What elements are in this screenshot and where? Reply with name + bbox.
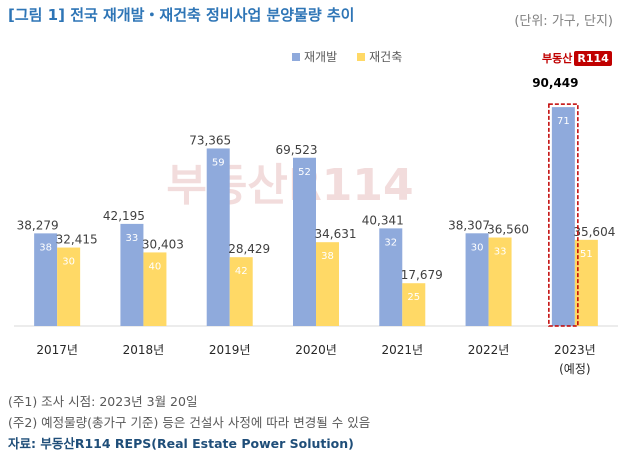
x-tick-label-2: 2018년 (123, 343, 165, 357)
bar-reconstruction-3 (229, 257, 253, 326)
bar-reconstruction-6 (488, 237, 512, 326)
share-label-redevelopment-1: 38 (39, 242, 52, 253)
share-label-reconstruction-2: 40 (149, 261, 162, 272)
value-label-reconstruction-3: 28,429 (228, 242, 270, 256)
legend-label-redevelopment: 재개발 (304, 50, 338, 64)
bar-reconstruction-1 (57, 247, 81, 326)
bar-redevelopment-2 (120, 223, 144, 326)
x-tick-label-7: 2023년 (554, 343, 596, 357)
x-tick-label-6: 2022년 (468, 343, 510, 357)
share-label-redevelopment-5: 32 (384, 237, 397, 248)
value-label-reconstruction-2: 30,403 (142, 237, 184, 251)
bar-reconstruction-4 (316, 242, 339, 326)
logo-text: 부동산 (542, 52, 573, 65)
footnote-1: (주1) 조사 시점: 2023년 3월 20일 (8, 394, 198, 409)
highlight-box-7 (548, 103, 579, 327)
share-label-reconstruction-4: 38 (321, 251, 334, 262)
share-label-reconstruction-6: 33 (494, 247, 507, 258)
bar-redevelopment-1 (34, 233, 58, 326)
share-label-redevelopment-2: 33 (126, 233, 139, 244)
bar-redevelopment-3 (206, 148, 230, 326)
share-label-reconstruction-7: 51 (580, 249, 593, 260)
value-label-reconstruction-6: 36,560 (487, 223, 529, 237)
bar-reconstruction-7 (574, 239, 598, 326)
chart-title: [그림 1] 전국 재개발・재건축 정비사업 분양물량 추이 (8, 6, 355, 24)
source-line: 자료: 부동산R114 REPS(Real Estate Power Solut… (8, 436, 354, 451)
legend: 재개발 재건축 (292, 48, 402, 65)
bar-redevelopment-6 (465, 233, 489, 326)
bar-redevelopment-4 (293, 157, 316, 326)
x-tick-label-5: 2021년 (381, 343, 423, 357)
bar-reconstruction-2 (143, 252, 167, 326)
footnotes: (주1) 조사 시점: 2023년 3월 20일 (주2) 예정물량(총가구 기… (8, 391, 370, 454)
value-label-redevelopment-6: 38,307 (448, 218, 490, 232)
share-label-reconstruction-1: 30 (62, 257, 75, 268)
bar-redevelopment-7 (551, 107, 575, 326)
value-label-redevelopment-7: 90,449 (532, 76, 578, 90)
value-label-redevelopment-4: 69,523 (276, 143, 318, 157)
share-label-redevelopment-4: 52 (298, 167, 311, 178)
value-label-reconstruction-4: 34,631 (315, 227, 357, 241)
x-tick-sublabel-7: (예정) (559, 362, 590, 376)
bar-chart: 부동산R114 38 38,279 30 32,415 2017년 33 42,195 40 30… (14, 76, 618, 376)
share-label-redevelopment-6: 30 (471, 242, 484, 253)
legend-label-reconstruction: 재건축 (369, 50, 403, 64)
x-tick-label-1: 2017년 (36, 343, 78, 357)
legend-swatch-reconstruction (357, 52, 366, 61)
share-label-redevelopment-3: 59 (212, 157, 225, 168)
legend-swatch-redevelopment (292, 52, 300, 61)
bar-reconstruction-5 (402, 283, 426, 326)
share-label-reconstruction-3: 42 (235, 266, 248, 277)
legend-item-redevelopment: 재개발 (292, 48, 337, 65)
logo-badge: R114 (574, 50, 612, 66)
legend-item-reconstruction: 재건축 (357, 48, 402, 65)
bar-redevelopment-5 (379, 228, 403, 326)
x-tick-label-4: 2020년 (295, 343, 337, 357)
value-label-redevelopment-5: 40,341 (362, 213, 404, 227)
value-label-reconstruction-1: 32,415 (56, 233, 98, 247)
x-tick-label-3: 2019년 (209, 343, 251, 357)
watermark-text: 부동산R114 (166, 160, 413, 211)
value-label-redevelopment-3: 73,365 (189, 133, 231, 147)
value-label-reconstruction-5: 17,679 (401, 268, 443, 282)
share-label-reconstruction-5: 25 (407, 292, 420, 303)
share-label-redevelopment-7: 71 (557, 116, 570, 127)
r114-logo: 부동산 R114 (542, 50, 612, 66)
value-label-reconstruction-7: 35,604 (573, 225, 615, 239)
unit-label: (단위: 가구, 단지) (514, 14, 613, 29)
value-label-redevelopment-1: 38,279 (17, 218, 59, 232)
footnote-2: (주2) 예정물량(총가구 기준) 등은 건설사 사정에 따라 변경될 수 있음 (8, 415, 371, 430)
value-label-redevelopment-2: 42,195 (103, 209, 145, 223)
